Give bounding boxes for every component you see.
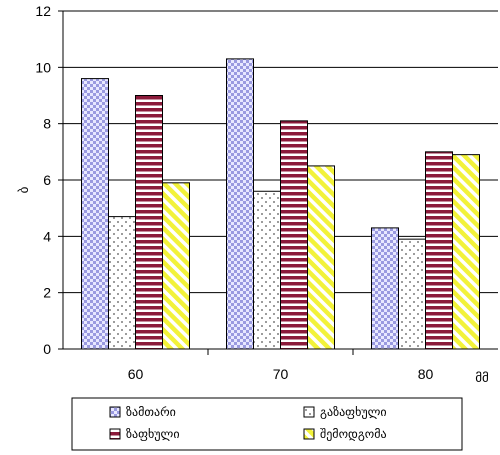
y-tick-label: 10 bbox=[35, 59, 51, 75]
x-tick-label: 60 bbox=[128, 366, 144, 382]
legend: ზამთარი გაზაფხული ზაფხული შემოდგომა bbox=[71, 397, 463, 451]
bar bbox=[307, 165, 335, 350]
x-axis-label: მმ bbox=[475, 371, 489, 386]
legend-label: ზამთარი bbox=[126, 405, 176, 419]
y-tick-label: 0 bbox=[43, 341, 51, 357]
y-axis-label: ბ bbox=[17, 186, 32, 193]
legend-label: შემოდგომა bbox=[320, 427, 387, 441]
bar bbox=[81, 78, 109, 350]
bar bbox=[425, 151, 453, 350]
tick-labels: 0 2 4 6 8 10 12 60 70 80 bbox=[35, 3, 433, 382]
y-tick-label: 6 bbox=[43, 172, 51, 188]
x-tick-label: 80 bbox=[418, 366, 434, 382]
axes bbox=[58, 10, 498, 355]
y-tick-label: 12 bbox=[35, 3, 51, 19]
bar bbox=[135, 95, 163, 350]
legend-swatch bbox=[303, 406, 315, 418]
bars bbox=[81, 58, 480, 350]
y-tick-label: 8 bbox=[43, 116, 51, 132]
legend-swatch bbox=[109, 428, 121, 440]
bar bbox=[162, 182, 190, 350]
bar bbox=[226, 58, 254, 350]
x-tick-label: 70 bbox=[273, 366, 289, 382]
bar bbox=[398, 238, 426, 350]
legend-swatch bbox=[303, 428, 315, 440]
y-tick-label: 2 bbox=[43, 285, 51, 301]
bar bbox=[371, 227, 399, 350]
legend-label: გაზაფხული bbox=[320, 405, 387, 419]
bar bbox=[452, 154, 480, 350]
bar bbox=[108, 216, 136, 350]
bar bbox=[280, 120, 308, 350]
legend-label: ზაფხული bbox=[126, 427, 180, 441]
legend-swatch bbox=[109, 406, 121, 418]
y-tick-label: 4 bbox=[43, 228, 51, 244]
bar bbox=[253, 190, 281, 350]
legend-box bbox=[71, 397, 463, 451]
